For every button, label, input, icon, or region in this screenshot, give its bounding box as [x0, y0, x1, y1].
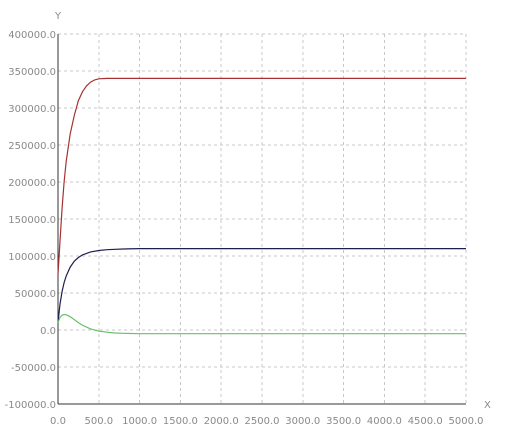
y-tick-label: 150000.0: [8, 215, 56, 226]
x-axis-label: X: [484, 400, 491, 411]
y-tick-label: 200000.0: [8, 178, 56, 189]
x-tick-label: 500.0: [84, 416, 113, 427]
x-tick-label: 1000.0: [122, 416, 157, 427]
y-tick-label: 300000.0: [8, 104, 56, 115]
y-tick-label: 50000.0: [15, 289, 56, 300]
y-tick-label: 100000.0: [8, 252, 56, 263]
x-tick-label: 4000.0: [367, 416, 402, 427]
x-tick-labels: 0.0 500.0 1000.0 1500.0 2000.0 2500.0 3000.0 35…: [50, 416, 483, 427]
y-tick-label: -100000.0: [5, 400, 56, 411]
x-tick-label: 0.0: [50, 416, 66, 427]
x-tick-label: 2500.0: [245, 416, 280, 427]
grid: [58, 33, 467, 404]
axes: [57, 34, 466, 405]
x-tick-label: 5000.0: [449, 416, 484, 427]
x-tick-label: 2000.0: [204, 416, 239, 427]
x-tick-label: 4500.0: [408, 416, 443, 427]
y-tick-label: -50000.0: [11, 363, 56, 374]
y-tick-label: 350000.0: [8, 67, 56, 78]
series: [57, 77, 466, 335]
x-tick-label: 3500.0: [326, 416, 361, 427]
x-tick-label: 3000.0: [285, 416, 320, 427]
series-line-3: [57, 313, 466, 335]
y-tick-label: 400000.0: [8, 30, 56, 41]
y-tick-labels: 400000.0 350000.0 300000.0 250000.0 200000.0…: [5, 30, 56, 411]
series-line-1: [57, 77, 466, 275]
series-line-2: [57, 248, 466, 323]
y-tick-label: 250000.0: [8, 141, 56, 152]
y-tick-label: 0.0: [40, 326, 56, 337]
x-tick-label: 1500.0: [163, 416, 198, 427]
y-axis-label: Y: [54, 11, 62, 22]
